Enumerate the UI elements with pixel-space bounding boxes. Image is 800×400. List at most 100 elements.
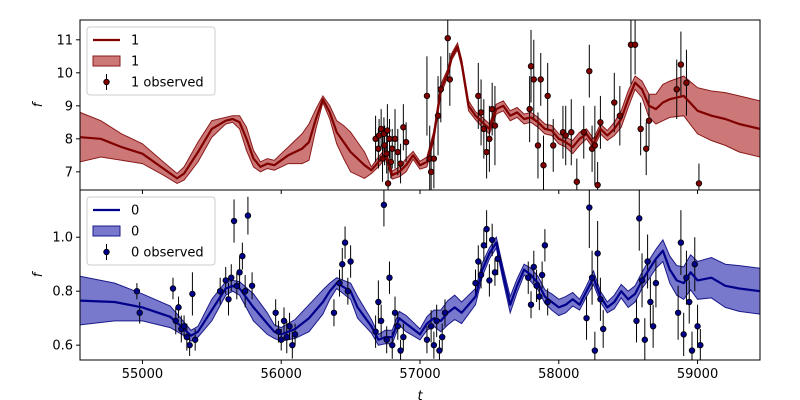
bottom-observed-point [688, 347, 696, 354]
bottom-observed-point [172, 317, 179, 325]
bottom-ytick-label: 0.8 [52, 285, 73, 300]
bottom-observed-point [183, 333, 191, 341]
bottom-xtick-label: 58000 [538, 367, 579, 382]
bottom-observed-point [280, 317, 288, 325]
bottom-observed-point [475, 258, 482, 265]
top-observed-point [402, 138, 410, 146]
bottom-observed-point [477, 271, 485, 279]
bottom-observed-point [541, 242, 549, 249]
bottom-observed-point [216, 287, 224, 295]
bottom-observed-point [694, 323, 701, 330]
bottom-observed-point [586, 204, 593, 211]
top-observed-point [387, 158, 395, 166]
bottom-observed-point [530, 263, 537, 271]
top-observed-point [643, 145, 650, 152]
bottom-observed-point [380, 201, 388, 209]
bottom-observed-point [441, 309, 449, 316]
bottom-observed-point [339, 261, 346, 268]
bottom-observed-point [169, 285, 177, 292]
bottom-observed-point [228, 274, 235, 281]
top-ytick-label: 7 [65, 165, 73, 180]
top-ytick-label: 10 [56, 66, 73, 81]
bottom-observed-point [525, 274, 532, 281]
top-observed-point [527, 63, 535, 70]
bottom-observed-point [389, 341, 396, 349]
bottom-observed-point [133, 287, 141, 295]
top-ytick-label: 9 [65, 99, 73, 114]
bottom-observed-point [686, 298, 693, 306]
top-observed-point [483, 148, 490, 156]
bottom-observed-point [189, 290, 196, 298]
bottom-observed-point [383, 336, 390, 343]
top-observed-point [423, 92, 431, 100]
bottom-observed-point [222, 277, 229, 284]
top-observed-point [381, 142, 388, 149]
top-observed-point [394, 148, 401, 156]
top-legend: 1 1 1 observed [86, 26, 216, 96]
bottom-observed-point [391, 309, 399, 316]
top-observed-point [631, 41, 639, 48]
bottom-observed-point [486, 277, 493, 284]
bottom-observed-point [136, 309, 143, 316]
top-observed-point [444, 34, 451, 42]
top-observed-point [550, 142, 557, 149]
bottom-observed-point [633, 317, 640, 325]
bottom-observed-point [674, 309, 682, 316]
top-observed-point [540, 162, 547, 169]
top-observed-point [486, 135, 493, 143]
bottom-plot-area [80, 190, 760, 360]
bottom-xtick-label: 57000 [399, 367, 440, 382]
top-observed-point [580, 129, 587, 136]
bottom-panel: 0.6 0.8 1.0 55000 56000 57000 58000 59000 f 0 0 0 o… [31, 189, 761, 382]
bottom-observed-point [439, 333, 446, 341]
bottom-observed-point [697, 341, 704, 349]
bottom-observed-point [275, 328, 282, 335]
bottom-observed-point [291, 331, 299, 338]
top-ytick-label: 11 [56, 33, 73, 48]
top-observed-point [379, 155, 386, 162]
top-observed-point [375, 145, 382, 152]
top-observed-point [616, 112, 624, 119]
top-observed-point [384, 127, 391, 134]
bottom-observed-point [491, 269, 499, 276]
bottom-observed-point [591, 347, 599, 354]
bottom-observed-point [483, 225, 490, 233]
top-observed-point [683, 79, 690, 86]
bottom-observed-point [583, 314, 590, 322]
bottom-observed-point [433, 317, 440, 325]
top-observed-point [611, 99, 618, 106]
bottom-observed-point [677, 239, 685, 246]
top-observed-point [430, 155, 438, 162]
bottom-ytick-label: 1.0 [52, 231, 73, 246]
bottom-observed-point [647, 298, 654, 306]
top-observed-point [568, 129, 575, 136]
bottom-observed-point [372, 328, 379, 335]
bottom-observed-point [341, 239, 349, 246]
bottom-observed-point [400, 333, 407, 341]
top-observed-point [637, 125, 644, 133]
bottom-observed-point [544, 298, 551, 306]
bottom-observed-point [533, 282, 540, 289]
bottom-legend-label: 0 [131, 204, 139, 219]
top-observed-point [537, 76, 544, 83]
bottom-observed-point [241, 287, 249, 295]
bottom-observed-point [644, 258, 651, 265]
top-observed-point [377, 125, 385, 133]
bottom-observed-point [344, 287, 352, 295]
bottom-legend-label: 0 observed [131, 246, 204, 261]
bottom-observed-point [683, 274, 690, 281]
bottom-legend-band-swatch [92, 225, 121, 237]
bottom-observed-point [494, 255, 501, 263]
top-observed-point [391, 135, 399, 143]
bottom-observed-point [283, 333, 290, 341]
top-observed-point [491, 122, 499, 129]
top-legend-label: 1 [131, 55, 139, 70]
bottom-observed-point [347, 258, 354, 265]
bottom-observed-point [233, 282, 241, 289]
top-observed-point [530, 76, 537, 83]
top-observed-point [386, 135, 393, 143]
bottom-observed-point [641, 336, 649, 343]
bottom-uncertainty-band [80, 235, 760, 346]
bottom-observed-point [244, 212, 252, 219]
bottom-xtick-label: 56000 [261, 367, 302, 382]
